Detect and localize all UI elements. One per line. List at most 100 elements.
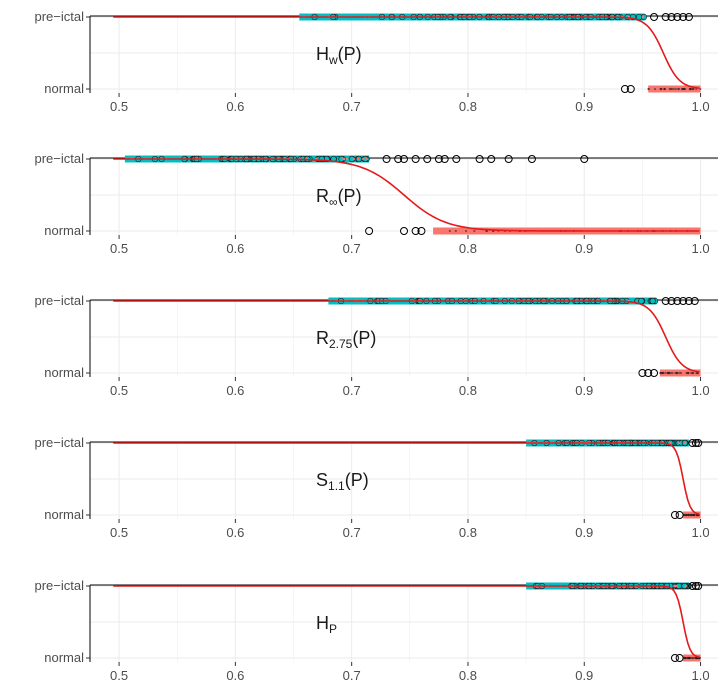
panel-3: pre−ictal normal 0.5 0.6 0.7 0.8 0.9 1.0 R2.75(P… [35, 293, 718, 398]
x-tick-label: 0.9 [575, 241, 593, 256]
normal-mark [696, 371, 699, 375]
normal-mark [664, 371, 667, 375]
y-tick-label: pre−ictal [35, 435, 85, 450]
preictal-mark [352, 157, 356, 161]
normal-mark [699, 87, 702, 91]
plot-background [90, 442, 718, 519]
normal-mark [669, 87, 672, 91]
fit-curve [113, 585, 700, 659]
preictal-outlier [691, 582, 700, 590]
x-tick-label: 0.8 [459, 525, 477, 540]
fit-curve [113, 16, 700, 89]
normal-outlier [400, 227, 408, 235]
normal-mark [691, 371, 694, 375]
y-tick-label: normal [44, 365, 84, 380]
x-tick-label: 0.8 [459, 99, 477, 114]
normal-outlier [638, 369, 647, 377]
y-tick-label: normal [44, 650, 84, 665]
y-tick-label: normal [44, 81, 84, 96]
normal-mark [683, 513, 687, 517]
normal-outlier [650, 369, 659, 377]
y-tick-label: pre−ictal [35, 151, 85, 166]
normal-mark [661, 371, 664, 375]
preictal-outlier [400, 155, 408, 163]
plot-background [90, 300, 718, 377]
plot-background [90, 158, 718, 235]
x-tick-label: 0.7 [343, 241, 361, 256]
preictal-mark [342, 157, 345, 161]
preictal-outlier [667, 13, 676, 21]
preictal-mark [365, 157, 369, 161]
preictal-mark [356, 157, 360, 161]
normal-mark [674, 371, 677, 375]
preictal-outlier [684, 13, 693, 21]
normal-mark [688, 87, 691, 91]
x-tick-label: 1.0 [692, 383, 710, 398]
x-tick-label: 0.8 [459, 668, 477, 683]
x-tick-label: 0.5 [110, 668, 128, 683]
x-tick-label: 0.9 [575, 525, 593, 540]
normal-mark [663, 87, 666, 91]
normal-mark [454, 229, 457, 233]
panel-2: pre−ictal normal 0.5 0.6 0.7 0.8 0.9 1.0 R∞(P) [35, 151, 718, 256]
normal-outlier [675, 654, 684, 662]
x-tick-label: 0.6 [226, 383, 244, 398]
x-tick-label: 0.6 [226, 525, 244, 540]
fit-curve [113, 442, 700, 516]
plot-background [90, 585, 718, 662]
normal-outlier [670, 654, 679, 662]
normal-mark [678, 371, 681, 375]
preictal-outlier [673, 297, 682, 305]
normal-mark [672, 87, 675, 91]
x-tick-label: 0.7 [343, 525, 361, 540]
preictal-outlier [394, 155, 403, 163]
normal-outlier [417, 227, 426, 235]
y-tick-label: pre−ictal [35, 293, 85, 308]
normal-mark [694, 656, 697, 660]
x-tick-label: 0.6 [226, 668, 244, 683]
preictal-mark [346, 157, 349, 161]
x-tick-label: 0.5 [110, 383, 128, 398]
normal-mark [485, 229, 488, 233]
normal-mark [669, 371, 672, 375]
y-tick-label: normal [44, 223, 84, 238]
x-tick-label: 0.7 [343, 383, 361, 398]
preictal-mark [675, 584, 678, 588]
normal-mark [690, 87, 693, 91]
x-tick-label: 0.8 [459, 241, 477, 256]
x-tick-label: 0.6 [226, 241, 244, 256]
x-tick-label: 0.9 [575, 99, 593, 114]
preictal-outlier [661, 297, 670, 305]
normal-mark [671, 371, 674, 375]
y-tick-label: normal [44, 507, 84, 522]
plot-background [90, 16, 718, 93]
x-tick-label: 0.8 [459, 383, 477, 398]
panel-title: R2.75(P) [316, 328, 376, 351]
y-tick-label: pre−ictal [35, 9, 85, 24]
preictal-outlier [694, 439, 703, 447]
normal-outlier [626, 85, 635, 93]
normal-mark [660, 87, 663, 91]
preictal-outlier [452, 155, 461, 163]
normal-mark [647, 87, 650, 91]
x-tick-label: 0.6 [226, 99, 244, 114]
x-tick-label: 0.9 [575, 383, 593, 398]
x-tick-label: 0.7 [343, 99, 361, 114]
panel-title: Hw(P) [316, 44, 362, 67]
x-tick-label: 1.0 [692, 668, 710, 683]
preictal-outlier [679, 297, 688, 305]
normal-mark [687, 656, 690, 660]
fit-curve [113, 158, 700, 232]
preictal-outlier [434, 155, 443, 163]
x-tick-label: 0.7 [343, 668, 361, 683]
preictal-outlier [580, 155, 589, 163]
normal-outlier [411, 227, 420, 235]
preictal-outlier [679, 13, 688, 21]
preictal-outlier [684, 297, 693, 305]
x-tick-label: 1.0 [692, 99, 710, 114]
normal-mark [676, 371, 679, 375]
preictal-outlier [440, 155, 449, 163]
panel-1: pre−ictal normal 0.5 0.6 0.7 0.8 0.9 1.0 Hw(P) [35, 9, 718, 114]
preictal-outlier [527, 155, 536, 163]
normal-mark [693, 513, 696, 517]
